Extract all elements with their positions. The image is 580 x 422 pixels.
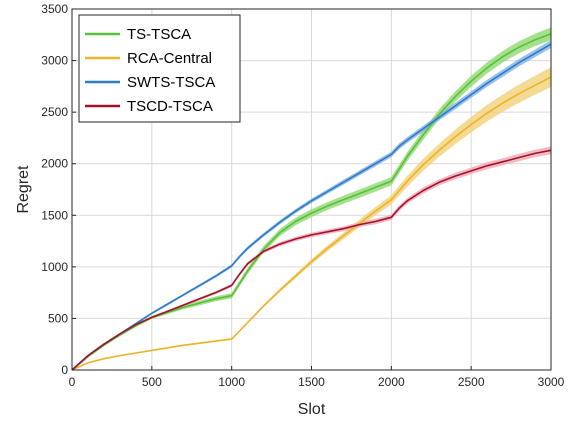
x-tick-label: 0 — [69, 375, 76, 389]
grid-lines — [72, 9, 551, 370]
y-tick-label: 3500 — [41, 2, 68, 16]
y-axis-title: Regret — [15, 165, 32, 214]
y-tick-label: 1500 — [41, 208, 68, 222]
x-tick-label: 3000 — [538, 375, 565, 389]
y-tick-label: 3000 — [41, 54, 68, 68]
series-lines — [71, 33, 552, 371]
rca-central-confidence-band — [72, 67, 551, 370]
tscd-tsca-legend-label: TSCD-TSCA — [127, 98, 213, 115]
x-tick-label: 2500 — [458, 375, 485, 389]
x-axis-title: Slot — [298, 401, 326, 418]
y-tick-label: 500 — [48, 311, 68, 325]
y-tick-label: 1000 — [41, 260, 68, 274]
rca-central-legend-label: RCA-Central — [127, 50, 212, 67]
x-tick-label: 500 — [142, 375, 162, 389]
rca-central-line — [71, 76, 552, 371]
y-tick-label: 2000 — [41, 157, 68, 171]
y-tick-label: 2500 — [41, 105, 68, 119]
swts-tsca-legend-label: SWTS-TSCA — [127, 74, 215, 91]
x-tick-label: 1500 — [298, 375, 325, 389]
swts-tsca-line — [71, 43, 552, 371]
y-tick-label: 0 — [61, 363, 68, 377]
x-tick-label: 2000 — [378, 375, 405, 389]
x-tick-label: 1000 — [218, 375, 245, 389]
legend: TS-TSCA RCA-Central SWTS-TSCA TSCD-TSCA — [78, 14, 241, 123]
tscd-tsca-line — [71, 149, 552, 371]
axis-ticks: 0 500 1000 1500 2000 2500 3000 0 500 1000 1500 2000… — [41, 2, 564, 389]
ts-tsca-legend-label: TS-TSCA — [127, 26, 191, 43]
